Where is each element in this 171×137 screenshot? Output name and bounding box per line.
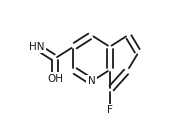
Text: HN: HN [29, 42, 45, 52]
Text: OH: OH [47, 74, 63, 84]
Text: N: N [88, 76, 95, 86]
Text: F: F [107, 105, 113, 115]
